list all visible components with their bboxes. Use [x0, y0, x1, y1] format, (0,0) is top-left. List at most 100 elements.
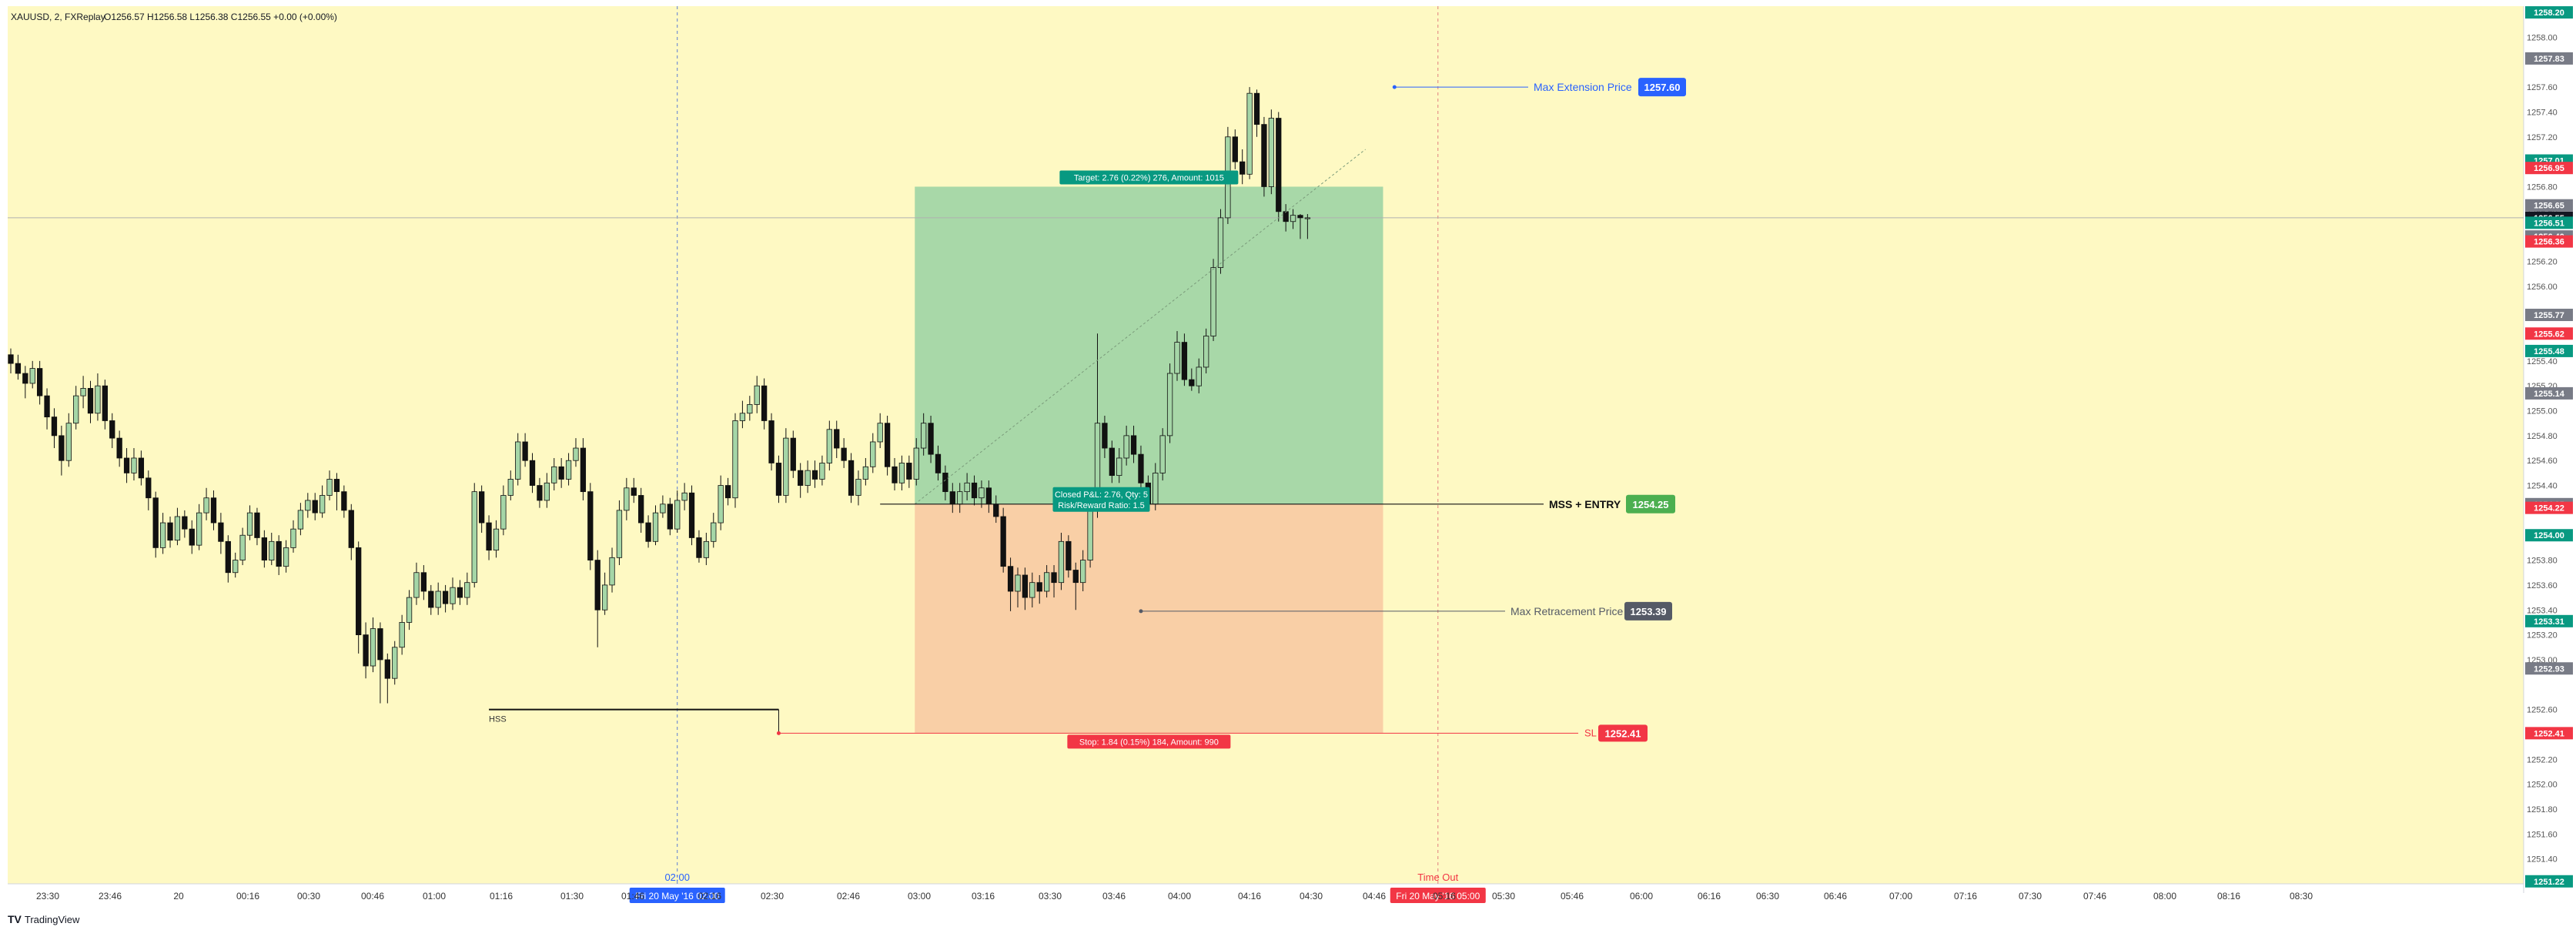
- bear-candle[interactable]: [341, 491, 347, 511]
- bull-candle[interactable]: [674, 500, 681, 530]
- bull-candle[interactable]: [1174, 342, 1180, 374]
- bear-candle[interactable]: [724, 485, 731, 499]
- bull-candle[interactable]: [862, 466, 869, 480]
- bull-candle[interactable]: [1043, 572, 1050, 592]
- bear-candle[interactable]: [1000, 516, 1006, 567]
- bull-candle[interactable]: [1116, 457, 1122, 477]
- bull-candle[interactable]: [1210, 267, 1216, 336]
- bear-candle[interactable]: [848, 460, 855, 496]
- bear-candle[interactable]: [971, 482, 978, 499]
- bull-candle[interactable]: [855, 479, 861, 496]
- bull-candle[interactable]: [246, 512, 253, 536]
- bull-candle[interactable]: [392, 647, 398, 679]
- bull-candle[interactable]: [551, 466, 557, 483]
- bear-candle[interactable]: [1102, 423, 1108, 449]
- bull-candle[interactable]: [1080, 560, 1086, 584]
- bear-candle[interactable]: [1239, 161, 1246, 175]
- bull-candle[interactable]: [413, 572, 420, 598]
- bear-candle[interactable]: [87, 388, 94, 414]
- bear-candle[interactable]: [210, 497, 217, 524]
- bull-candle[interactable]: [73, 395, 79, 424]
- bull-candle[interactable]: [131, 457, 137, 473]
- bear-candle[interactable]: [906, 463, 912, 480]
- bull-candle[interactable]: [1246, 92, 1253, 175]
- bull-candle[interactable]: [964, 482, 970, 493]
- bull-candle[interactable]: [819, 463, 825, 480]
- bull-candle[interactable]: [1290, 215, 1296, 222]
- bear-candle[interactable]: [631, 487, 637, 496]
- bull-candle[interactable]: [1087, 510, 1093, 560]
- bear-candle[interactable]: [949, 491, 955, 505]
- bull-candle[interactable]: [898, 463, 905, 483]
- bear-candle[interactable]: [1283, 211, 1289, 222]
- bear-candle[interactable]: [182, 516, 188, 530]
- bull-candle[interactable]: [739, 413, 746, 421]
- bear-candle[interactable]: [928, 423, 934, 455]
- bull-candle[interactable]: [573, 447, 579, 461]
- bear-candle[interactable]: [1181, 342, 1188, 380]
- bull-candle[interactable]: [1015, 574, 1021, 592]
- bull-candle[interactable]: [29, 368, 35, 384]
- bear-candle[interactable]: [420, 572, 427, 592]
- bull-candle[interactable]: [326, 479, 333, 496]
- bull-candle[interactable]: [95, 385, 101, 414]
- bull-candle[interactable]: [1196, 366, 1202, 386]
- bull-candle[interactable]: [80, 388, 86, 396]
- bull-candle[interactable]: [159, 522, 166, 548]
- bear-candle[interactable]: [790, 437, 796, 471]
- bear-candle[interactable]: [761, 385, 768, 421]
- bull-candle[interactable]: [718, 485, 724, 524]
- bear-candle[interactable]: [428, 590, 434, 608]
- bear-candle[interactable]: [580, 447, 587, 493]
- bull-candle[interactable]: [65, 423, 72, 461]
- bear-candle[interactable]: [1051, 572, 1057, 584]
- bull-candle[interactable]: [877, 423, 883, 443]
- bull-candle[interactable]: [826, 429, 832, 463]
- bull-candle[interactable]: [370, 628, 376, 667]
- bear-candle[interactable]: [189, 528, 195, 546]
- bear-candle[interactable]: [1007, 566, 1014, 592]
- bull-candle[interactable]: [290, 528, 296, 548]
- bull-candle[interactable]: [435, 590, 441, 608]
- bull-candle[interactable]: [609, 557, 615, 586]
- bull-candle[interactable]: [681, 492, 687, 501]
- bear-candle[interactable]: [1138, 453, 1144, 483]
- bull-candle[interactable]: [1268, 118, 1274, 187]
- bull-candle[interactable]: [500, 495, 507, 530]
- bear-candle[interactable]: [667, 503, 673, 530]
- bull-candle[interactable]: [203, 497, 209, 514]
- bull-candle[interactable]: [805, 470, 811, 486]
- bull-candle[interactable]: [174, 516, 181, 541]
- bear-candle[interactable]: [1232, 136, 1238, 162]
- bear-candle[interactable]: [834, 429, 840, 449]
- bull-candle[interactable]: [660, 503, 666, 514]
- bull-candle[interactable]: [565, 460, 572, 480]
- bull-candle[interactable]: [399, 622, 405, 648]
- bear-candle[interactable]: [645, 522, 651, 542]
- bull-candle[interactable]: [1217, 217, 1224, 268]
- bear-candle[interactable]: [479, 491, 485, 524]
- bear-candle[interactable]: [384, 659, 390, 679]
- bull-candle[interactable]: [624, 487, 630, 511]
- bull-candle[interactable]: [1029, 582, 1035, 598]
- bear-candle[interactable]: [333, 479, 340, 493]
- bull-candle[interactable]: [754, 385, 760, 405]
- bull-candle[interactable]: [269, 540, 275, 560]
- bull-candle[interactable]: [297, 510, 304, 530]
- bear-candle[interactable]: [1189, 379, 1195, 386]
- bull-candle[interactable]: [283, 547, 289, 567]
- bull-candle[interactable]: [921, 423, 927, 449]
- bear-candle[interactable]: [116, 437, 122, 459]
- bull-candle[interactable]: [507, 479, 514, 496]
- bull-candle[interactable]: [406, 597, 413, 623]
- bear-candle[interactable]: [522, 441, 528, 461]
- bear-candle[interactable]: [276, 540, 282, 567]
- bull-candle[interactable]: [652, 512, 659, 542]
- bull-candle[interactable]: [979, 487, 985, 499]
- bear-candle[interactable]: [775, 463, 782, 496]
- bull-candle[interactable]: [450, 587, 456, 604]
- bear-candle[interactable]: [594, 560, 601, 611]
- bear-candle[interactable]: [109, 420, 115, 439]
- bear-candle[interactable]: [486, 522, 492, 551]
- bull-candle[interactable]: [870, 441, 876, 467]
